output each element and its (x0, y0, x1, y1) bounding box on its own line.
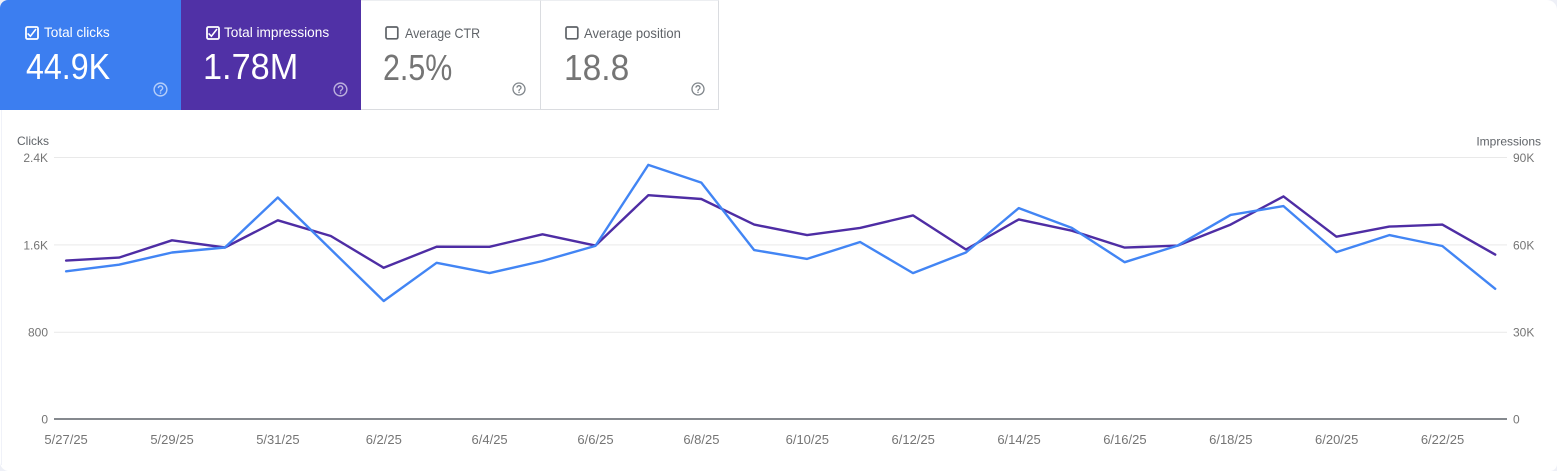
svg-text:5/29/25: 5/29/25 (150, 432, 193, 447)
svg-text:30K: 30K (1513, 326, 1534, 340)
svg-text:6/4/25: 6/4/25 (472, 432, 508, 447)
svg-text:0: 0 (1513, 412, 1520, 426)
svg-text:2.4K: 2.4K (23, 151, 48, 165)
svg-text:Clicks: Clicks (17, 134, 49, 148)
svg-text:6/16/25: 6/16/25 (1103, 432, 1146, 447)
svg-text:6/6/25: 6/6/25 (577, 432, 613, 447)
svg-text:6/18/25: 6/18/25 (1209, 432, 1252, 447)
svg-text:800: 800 (28, 326, 48, 340)
svg-text:6/2/25: 6/2/25 (366, 432, 402, 447)
svg-text:6/12/25: 6/12/25 (892, 432, 935, 447)
svg-text:6/20/25: 6/20/25 (1315, 432, 1358, 447)
svg-text:1.6K: 1.6K (23, 238, 48, 252)
svg-text:5/31/25: 5/31/25 (256, 432, 299, 447)
svg-text:5/27/25: 5/27/25 (44, 432, 87, 447)
svg-text:0: 0 (41, 412, 48, 426)
svg-text:Impressions: Impressions (1476, 134, 1541, 148)
svg-text:6/10/25: 6/10/25 (786, 432, 829, 447)
svg-text:6/8/25: 6/8/25 (683, 432, 719, 447)
svg-text:60K: 60K (1513, 238, 1534, 252)
svg-text:6/22/25: 6/22/25 (1421, 432, 1464, 447)
svg-text:6/14/25: 6/14/25 (997, 432, 1040, 447)
svg-text:90K: 90K (1513, 151, 1534, 165)
